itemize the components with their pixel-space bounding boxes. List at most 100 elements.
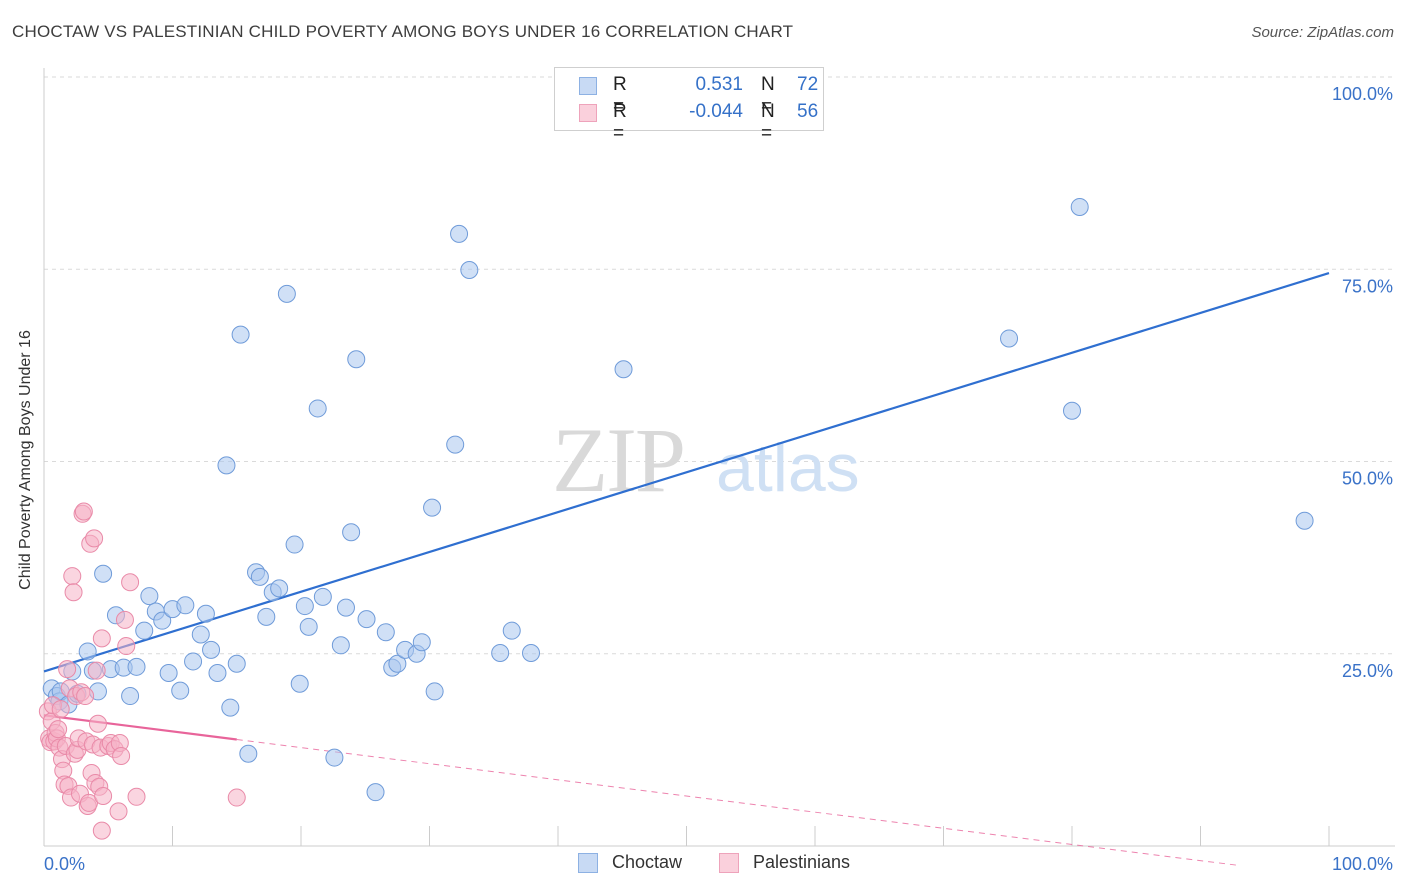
point-choctaw: [376, 623, 395, 642]
legend-n-label: N =: [761, 101, 775, 144]
point-palestinians: [76, 687, 95, 706]
point-choctaw: [491, 643, 510, 662]
point-palestinians: [58, 660, 77, 679]
point-choctaw: [614, 360, 633, 379]
point-palestinians: [92, 629, 111, 648]
point-choctaw: [135, 621, 154, 640]
point-choctaw: [299, 617, 318, 636]
point-palestinians: [88, 714, 107, 733]
point-palestinians: [92, 821, 111, 840]
point-choctaw: [388, 654, 407, 673]
point-choctaw: [357, 610, 376, 629]
point-choctaw: [196, 604, 215, 623]
trendline-palestinians-solid: [43, 714, 237, 741]
legend-n-value: 56: [797, 101, 819, 122]
point-choctaw: [221, 698, 240, 717]
point-palestinians: [74, 502, 93, 521]
point-choctaw: [423, 498, 442, 517]
point-choctaw: [270, 579, 289, 598]
point-choctaw: [140, 587, 159, 606]
point-palestinians: [109, 802, 128, 821]
point-choctaw: [78, 642, 97, 661]
point-choctaw: [425, 682, 444, 701]
point-choctaw: [191, 625, 210, 644]
legend-n-value: 72: [797, 74, 819, 95]
legend-swatch-choctaw: [579, 77, 597, 95]
point-choctaw: [446, 435, 465, 454]
point-choctaw: [257, 607, 276, 626]
legend-r-value: 0.531: [695, 74, 743, 95]
point-choctaw: [331, 636, 350, 655]
point-choctaw: [202, 640, 221, 659]
legend-r-label: R =: [613, 74, 627, 117]
watermark-atlas: atlas: [716, 430, 860, 506]
legend-swatch-palestinians: [579, 104, 597, 122]
point-palestinians: [85, 529, 104, 548]
point-choctaw: [217, 456, 236, 475]
point-choctaw: [159, 663, 178, 682]
point-palestinians: [227, 788, 246, 807]
point-choctaw: [342, 523, 361, 542]
grid-lines: [44, 76, 1395, 655]
bottom-legend-swatch-choctaw: [578, 853, 598, 873]
point-choctaw: [325, 748, 344, 767]
point-choctaw: [366, 783, 385, 802]
x-tick-label: 100.0%: [1332, 854, 1393, 874]
point-palestinians: [121, 573, 140, 592]
bottom-legend-swatch-palestinians: [719, 853, 739, 873]
tick-labels: 25.0% 50.0% 75.0% 100.0% 0.0% 100.0%: [44, 84, 1393, 874]
point-choctaw: [290, 674, 309, 693]
legend-n-label: N =: [761, 74, 775, 117]
point-palestinians: [94, 787, 113, 806]
point-palestinians: [49, 720, 68, 739]
point-choctaw: [239, 744, 258, 763]
point-palestinians: [63, 567, 82, 586]
point-choctaw: [412, 633, 431, 652]
point-palestinians: [87, 661, 106, 680]
trendlines: [43, 272, 1330, 866]
point-choctaw: [285, 535, 304, 554]
point-choctaw: [347, 350, 366, 369]
point-palestinians: [117, 637, 136, 656]
point-choctaw: [1295, 511, 1314, 530]
watermark-zip: ZIP: [552, 409, 684, 511]
point-choctaw: [231, 325, 250, 344]
point-choctaw: [277, 284, 296, 303]
y-tick-label: 75.0%: [1342, 276, 1393, 296]
point-choctaw: [502, 621, 521, 640]
legend-r-label: R =: [613, 101, 627, 144]
point-choctaw: [250, 567, 269, 586]
point-palestinians: [127, 787, 146, 806]
point-choctaw: [308, 399, 327, 418]
point-choctaw: [176, 596, 195, 615]
chart-title: CHOCTAW VS PALESTINIAN CHILD POVERTY AMO…: [12, 22, 794, 41]
point-choctaw: [1063, 401, 1081, 420]
point-choctaw: [1000, 329, 1019, 348]
point-choctaw: [522, 643, 541, 662]
point-choctaw: [295, 597, 314, 616]
point-choctaw: [227, 654, 246, 673]
point-choctaw: [171, 681, 190, 700]
point-palestinians: [112, 747, 131, 766]
point-choctaw: [127, 657, 146, 676]
y-tick-label: 50.0%: [1342, 469, 1393, 489]
trendline-palestinians-dashed: [236, 738, 1240, 866]
point-choctaw: [208, 663, 227, 682]
correlation-legend: R = 0.531 N = 72 R = -0.044 N = 56: [554, 67, 824, 144]
point-choctaw: [336, 598, 355, 617]
bottom-legend-label-palestinians: Palestinians: [753, 852, 851, 872]
point-choctaw: [450, 224, 469, 243]
trendline-choctaw: [43, 272, 1330, 673]
point-choctaw: [313, 587, 332, 606]
point-choctaw: [184, 652, 203, 671]
y-axis-label: Child Poverty Among Boys Under 16: [17, 330, 34, 590]
legend-r-value: -0.044: [689, 101, 743, 122]
point-palestinians: [115, 610, 134, 629]
point-choctaw: [1070, 197, 1089, 216]
source-credit: Source: ZipAtlas.com: [1251, 24, 1394, 41]
point-choctaw: [153, 611, 172, 630]
y-tick-label: 25.0%: [1342, 661, 1393, 681]
bottom-legend-label-choctaw: Choctaw: [612, 852, 683, 872]
point-choctaw: [460, 261, 479, 280]
